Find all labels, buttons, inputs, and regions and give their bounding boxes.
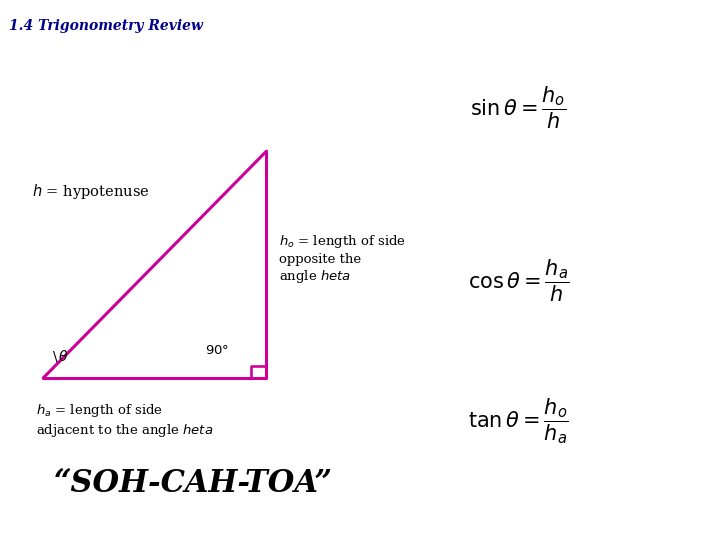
- Text: $\cos\theta = \dfrac{h_a}{h}$: $\cos\theta = \dfrac{h_a}{h}$: [467, 258, 570, 304]
- Text: $90°$: $90°$: [205, 345, 230, 357]
- Text: $\sin\theta = \dfrac{h_o}{h}$: $\sin\theta = \dfrac{h_o}{h}$: [470, 85, 567, 131]
- Text: $h_o$ = length of side
opposite the
angle $	heta$: $h_o$ = length of side opposite the angl…: [279, 233, 406, 285]
- Text: $h$ = hypotenuse: $h$ = hypotenuse: [32, 182, 150, 201]
- Text: $h_a$ = length of side
adjacent to the angle $	heta$: $h_a$ = length of side adjacent to the a…: [36, 402, 213, 438]
- Text: “SOH-CAH-TOA”: “SOH-CAH-TOA”: [54, 468, 333, 499]
- Text: $\tan\theta = \dfrac{h_o}{h_a}$: $\tan\theta = \dfrac{h_o}{h_a}$: [468, 396, 569, 446]
- Text: 1.4 Trigonometry Review: 1.4 Trigonometry Review: [9, 19, 202, 33]
- Text: $\mathsf{\backslash\,} \theta$: $\mathsf{\backslash\,} \theta$: [52, 348, 69, 364]
